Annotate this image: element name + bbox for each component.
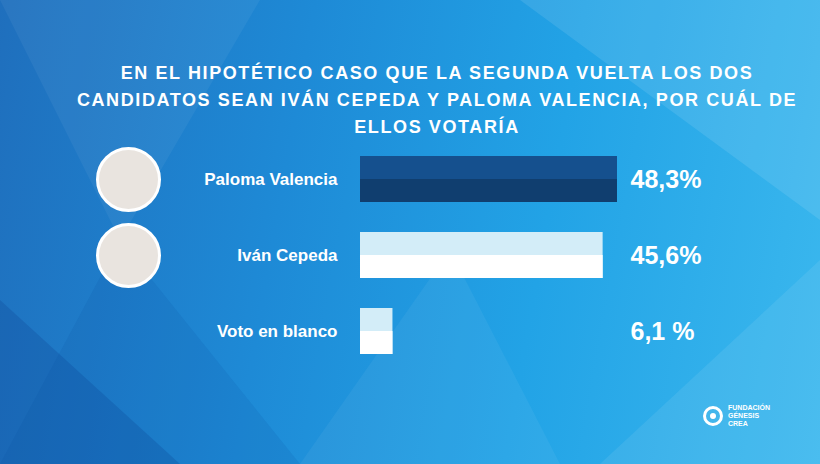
svg-text:Iván Cepeda: Iván Cepeda: [237, 246, 338, 265]
svg-text:6,1 %: 6,1 %: [631, 317, 695, 345]
svg-text:Voto en blanco: Voto en blanco: [217, 322, 338, 341]
html-text:CREA: CREA: [728, 420, 748, 427]
svg-text:48,3%: 48,3%: [631, 165, 702, 193]
svg-text:Paloma Valencia: Paloma Valencia: [204, 170, 338, 189]
svg-text:45,6%: 45,6%: [631, 241, 702, 269]
html-text:FUNDACIÓN: FUNDACIÓN: [728, 404, 770, 411]
html-text:GÉNESIS: GÉNESIS: [728, 412, 760, 419]
html-text:EN EL HIPOTÉTICO CASO QUE LA S: EN EL HIPOTÉTICO CASO QUE LA SEGUNDA VUE…: [76, 63, 798, 137]
